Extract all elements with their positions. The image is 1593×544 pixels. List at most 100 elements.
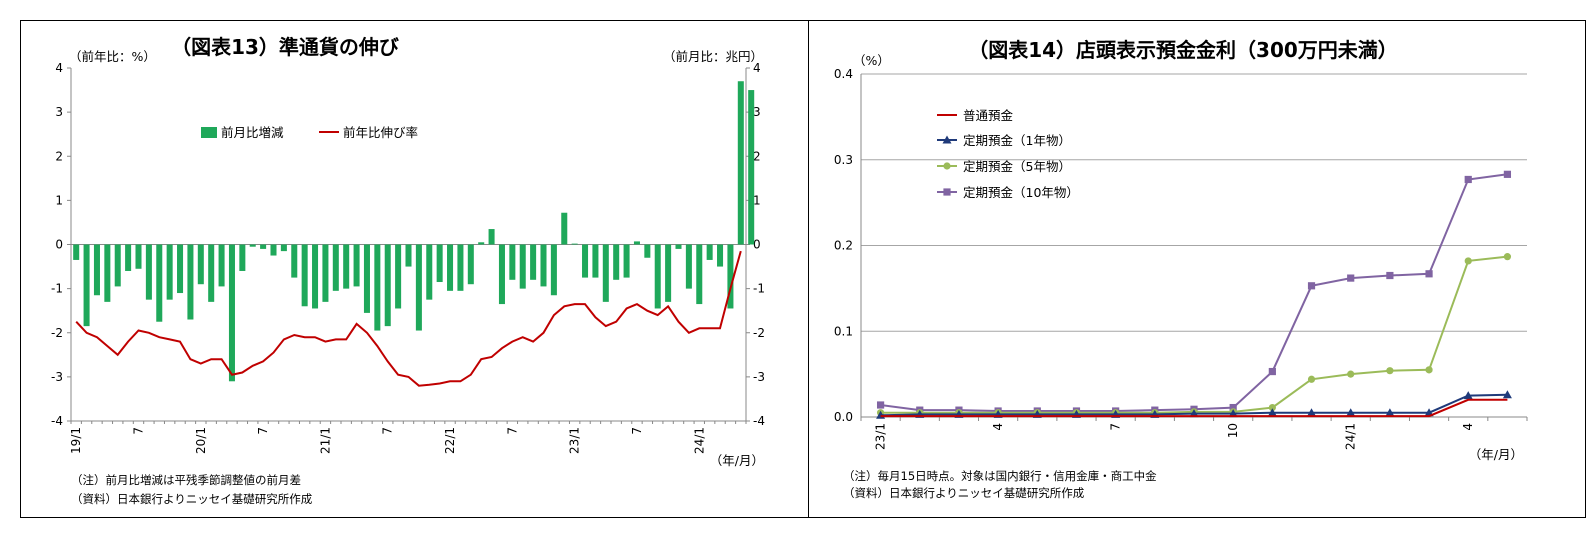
point-2 — [1386, 367, 1394, 375]
chart14-title: （図表14）店頭表示預金金利（300万円未満） — [968, 38, 1398, 62]
x-tick-label: 19/1 — [69, 427, 83, 454]
y-left-tick-label: 0 — [55, 238, 63, 252]
y-left-tick-label: 4 — [55, 61, 63, 75]
y-tick-label: 0.4 — [834, 67, 853, 81]
chart14-panel: （図表14）店頭表示預金金利（300万円未満） （%） （年/月） （注）毎月1… — [808, 20, 1586, 518]
bar-mom-change — [177, 244, 184, 294]
x-tick-label: 24/1 — [1344, 423, 1358, 450]
x-tick-label: 7 — [630, 427, 644, 435]
bar-mom-change — [685, 244, 692, 289]
bar-mom-change — [332, 244, 339, 291]
bar-mom-change — [280, 244, 287, 252]
bar-mom-change — [592, 244, 599, 278]
legend-label-0: 普通預金 — [963, 108, 1014, 123]
x-tick-label: 7 — [256, 427, 270, 435]
bar-mom-change — [509, 244, 516, 280]
bar-mom-change — [218, 244, 225, 287]
point-3 — [876, 401, 885, 409]
bar-mom-change — [436, 244, 443, 283]
bar-mom-change — [228, 244, 235, 382]
bar-mom-change — [239, 244, 246, 271]
bar-mom-change — [73, 244, 80, 260]
series-line-0 — [880, 398, 1508, 418]
chart13-svg: （図表13）準通貨の伸び （前年比：%） （前月比：兆円） （年/月） （注）前… — [51, 35, 765, 506]
bar-mom-change — [301, 244, 308, 307]
bar-mom-change — [571, 243, 578, 245]
bar-mom-change — [706, 244, 713, 260]
x-tick-label: 21/1 — [318, 427, 332, 454]
chart13-panel: （図表13）準通貨の伸び （前年比：%） （前月比：兆円） （年/月） （注）前… — [20, 20, 809, 518]
point-3 — [1464, 175, 1472, 184]
y-right-tick-label: -1 — [753, 282, 765, 296]
point-1 — [1463, 391, 1473, 400]
bar-mom-change — [291, 244, 298, 278]
y-left-tick-label: -3 — [51, 370, 63, 384]
x-tick-label: 7 — [132, 427, 146, 435]
bar-mom-change — [187, 244, 194, 320]
bar-mom-change — [696, 244, 703, 305]
chart13-left-unit: （前年比：%） — [69, 49, 156, 64]
point-1 — [1346, 408, 1356, 417]
point-1 — [1267, 408, 1277, 417]
x-tick-label: 4 — [1461, 423, 1475, 431]
point-2 — [1347, 370, 1355, 378]
y-left-tick-label: 1 — [55, 193, 63, 207]
bar-mom-change — [343, 244, 350, 289]
point-3 — [1307, 282, 1316, 290]
y-left-tick-label: 3 — [55, 105, 63, 119]
chart13-x-unit: （年/月） — [710, 453, 764, 468]
bar-mom-change — [457, 244, 464, 291]
point-3 — [1229, 403, 1237, 412]
bar-mom-change — [727, 244, 734, 309]
bar-mom-change — [665, 244, 672, 302]
bar-mom-change — [498, 244, 505, 305]
x-tick-label: 23/1 — [568, 427, 582, 454]
point-1 — [1385, 408, 1395, 417]
bar-mom-change — [135, 244, 142, 269]
chart13-source: （資料）日本銀行よりニッセイ基礎研究所作成 — [71, 492, 313, 506]
bar-mom-change — [633, 241, 640, 245]
legend-marker-1 — [942, 135, 952, 144]
y-right-tick-label: 2 — [753, 149, 761, 163]
point-2 — [1503, 253, 1512, 261]
bar-mom-change — [83, 244, 90, 327]
y-right-tick-label: 1 — [753, 193, 761, 207]
chart13-right-unit: （前月比：兆円） — [663, 49, 763, 64]
x-tick-label: 20/1 — [194, 427, 208, 454]
legend-label-1: 定期預金（1年物） — [963, 133, 1071, 148]
y-left-tick-label: 2 — [55, 149, 63, 163]
bar-mom-change — [748, 90, 755, 245]
point-1 — [1502, 390, 1512, 399]
bar-mom-change — [519, 244, 526, 289]
point-2 — [1268, 403, 1276, 412]
x-tick-label: 24/1 — [692, 427, 706, 454]
x-tick-label: 10 — [1226, 423, 1240, 438]
bar-mom-change — [93, 244, 100, 296]
x-tick-label: 22/1 — [443, 427, 457, 454]
x-tick-label: 7 — [381, 427, 395, 435]
bar-mom-change — [166, 244, 173, 300]
series-line-2 — [880, 255, 1508, 414]
chart14-note: （注）毎月15日時点。対象は国内銀行・信用金庫・商工中金 — [843, 469, 1157, 483]
legend-swatch-bar — [201, 127, 217, 138]
point-3 — [1268, 367, 1276, 376]
bar-mom-change — [249, 244, 256, 247]
y-right-tick-label: -2 — [753, 326, 765, 340]
point-3 — [1503, 170, 1512, 178]
bar-mom-change — [363, 244, 370, 313]
bar-mom-change — [156, 244, 163, 322]
bar-mom-change — [353, 244, 360, 287]
x-tick-label: 7 — [1109, 423, 1123, 431]
chart13-note: （注）前月比増減は平残季節調整値の前月差 — [71, 473, 301, 487]
bar-mom-change — [312, 244, 319, 309]
bar-mom-change — [405, 244, 412, 267]
legend-label-bar: 前月比増減 — [221, 125, 284, 140]
bar-mom-change — [623, 244, 630, 278]
bar-mom-change — [644, 244, 651, 258]
y-left-tick-label: -1 — [51, 282, 63, 296]
bar-mom-change — [613, 244, 620, 280]
bar-mom-change — [717, 244, 724, 267]
y-left-tick-label: -4 — [51, 414, 63, 428]
bar-mom-change — [561, 212, 568, 245]
bar-mom-change — [675, 244, 682, 249]
